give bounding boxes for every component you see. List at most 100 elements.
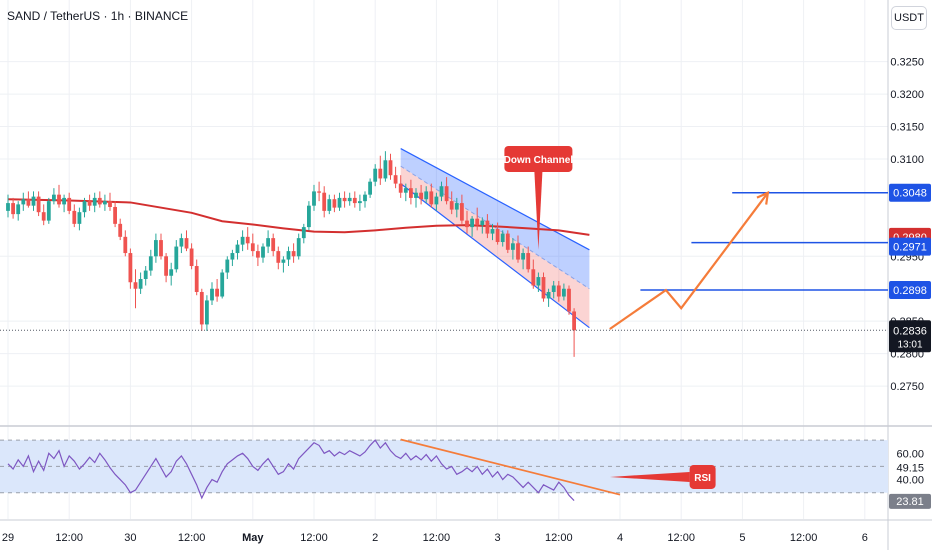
candle — [419, 184, 423, 205]
candle-body — [82, 201, 87, 213]
candle-body — [174, 246, 179, 270]
candle — [327, 194, 332, 215]
candle-body — [281, 259, 286, 263]
candle-body — [337, 197, 342, 208]
candle-body — [296, 238, 301, 257]
rsi-axis-tick: 40.00 — [896, 475, 924, 487]
candle — [352, 191, 357, 208]
candle — [368, 178, 372, 198]
candle — [332, 194, 337, 213]
candle-body — [199, 291, 204, 325]
candle-body — [434, 196, 439, 205]
candle — [286, 246, 291, 267]
candle — [92, 192, 97, 213]
time-axis-tick: 12:00 — [667, 532, 695, 544]
time-axis-tick: 12:00 — [300, 532, 328, 544]
candle — [261, 243, 265, 263]
candle-body — [118, 223, 123, 237]
candle — [169, 262, 174, 286]
candle-body — [205, 300, 209, 325]
price-axis-tick: 0.3250 — [890, 57, 924, 69]
price-badge-0.3048: 0.3048 — [893, 188, 927, 200]
down-channel — [400, 148, 590, 329]
down-channel-label-pointer — [534, 171, 543, 250]
candle — [358, 194, 362, 211]
candle-body — [230, 253, 235, 260]
candle — [205, 295, 209, 331]
candle-body — [276, 251, 281, 263]
candle — [567, 285, 571, 315]
candle — [536, 272, 541, 292]
candle — [388, 153, 393, 180]
candle-body — [16, 204, 21, 215]
candle — [337, 192, 342, 211]
candle — [159, 233, 163, 260]
time-axis-tick: 3 — [495, 532, 501, 544]
candle — [562, 283, 566, 301]
candle-body — [546, 291, 551, 299]
candle-body — [495, 229, 500, 243]
candle — [113, 201, 117, 228]
price-badge-0.2971-box — [889, 237, 931, 256]
candle — [505, 230, 510, 254]
candle-body — [271, 238, 276, 252]
price-badge-0.2898: 0.2898 — [893, 285, 927, 297]
candle-body — [179, 238, 184, 247]
price-axis-tick: 0.3100 — [890, 154, 924, 166]
candle-body — [541, 277, 546, 299]
candle-body — [556, 285, 561, 297]
candle — [342, 191, 347, 208]
channel-mid-line — [400, 165, 590, 290]
candle — [414, 188, 418, 208]
candle — [470, 216, 474, 237]
candle — [480, 217, 485, 234]
candle — [97, 191, 102, 208]
candle — [266, 230, 270, 254]
candle-body — [332, 199, 337, 208]
candle-body — [531, 269, 536, 286]
candle — [301, 223, 306, 244]
candle-body — [521, 253, 525, 260]
candle-body — [41, 212, 46, 221]
candle-body — [511, 243, 515, 250]
candle — [516, 235, 520, 263]
candle-body — [235, 244, 240, 254]
candle-body — [551, 285, 556, 292]
candle-body — [383, 160, 388, 179]
candle — [511, 238, 515, 260]
candle — [6, 194, 10, 218]
candle-body — [388, 160, 393, 176]
candle-body — [184, 238, 189, 249]
candle-body — [57, 194, 61, 205]
price-badge-0.2971: 0.2971 — [893, 242, 927, 254]
candle — [143, 266, 148, 286]
price-axis-tick: 0.3150 — [890, 122, 924, 134]
time-axis-tick: 29 — [2, 532, 14, 544]
candle-body — [312, 191, 316, 206]
candle — [572, 308, 576, 357]
candle-body — [245, 236, 250, 244]
channel-upper-line — [400, 148, 590, 251]
chart-title: SAND / TetherUS · 1h · BINANCE — [7, 9, 189, 23]
candle-body — [378, 168, 383, 179]
candle-body — [465, 220, 469, 228]
projection-arrow-line — [609, 192, 769, 330]
candle-body — [123, 236, 128, 254]
candle-body — [572, 311, 576, 331]
candle — [230, 249, 235, 267]
time-axis-tick: 30 — [124, 532, 136, 544]
candle-body — [6, 203, 10, 211]
candle — [551, 280, 556, 299]
price-axis-tick: 0.3200 — [890, 89, 924, 101]
candle — [296, 233, 301, 260]
currency-button[interactable]: USDT — [891, 6, 927, 30]
candle — [250, 233, 255, 257]
time-axis-tick: 12:00 — [55, 532, 83, 544]
candle — [531, 259, 536, 289]
candle-body — [31, 196, 36, 206]
candle — [240, 230, 245, 252]
candle-body — [169, 269, 174, 276]
candle-body — [536, 277, 541, 286]
candle — [460, 194, 464, 224]
